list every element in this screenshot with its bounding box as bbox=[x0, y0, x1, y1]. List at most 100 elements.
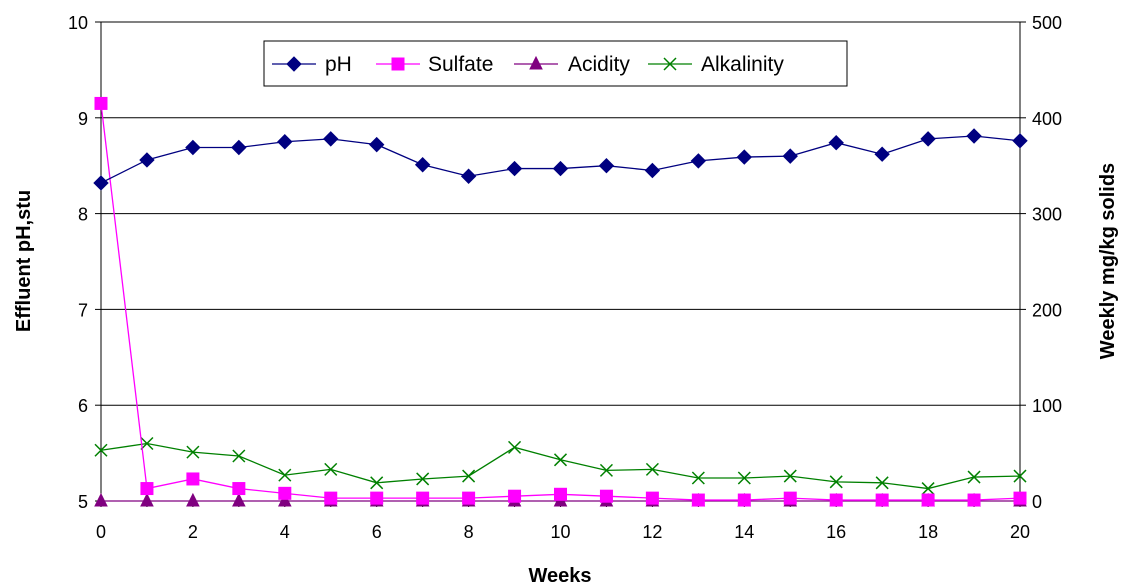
y-tick-label-right: 300 bbox=[1032, 205, 1062, 225]
x-tick-label: 16 bbox=[826, 522, 846, 542]
marker-stroke bbox=[94, 443, 108, 457]
data-point-sulfate bbox=[508, 489, 522, 503]
data-point-alkalinity bbox=[967, 470, 981, 484]
legend-label-alkalinity: Alkalinity bbox=[701, 53, 784, 76]
marker-stroke bbox=[829, 475, 843, 489]
y-tick-label-right: 100 bbox=[1032, 396, 1062, 416]
data-point-sulfate bbox=[645, 491, 659, 505]
marker-stroke bbox=[691, 471, 705, 485]
legend-marker-ph bbox=[286, 56, 302, 72]
data-point-alkalinity bbox=[737, 471, 751, 485]
x-tick-label: 6 bbox=[372, 522, 382, 542]
y-tick-label-right: 500 bbox=[1032, 13, 1062, 33]
y-tick-label-left: 7 bbox=[78, 300, 88, 320]
data-point-acidity bbox=[94, 492, 108, 507]
series-ph bbox=[93, 128, 1028, 191]
y-tick-label-left: 9 bbox=[78, 109, 88, 129]
data-point-alkalinity bbox=[553, 453, 568, 467]
data-point-alkalinity bbox=[186, 445, 200, 459]
data-point-sulfate bbox=[554, 487, 567, 501]
marker-stroke bbox=[663, 57, 677, 71]
marker-stroke bbox=[508, 440, 522, 454]
data-point-alkalinity bbox=[140, 436, 154, 451]
data-point-acidity bbox=[186, 492, 200, 507]
x-tick-label: 2 bbox=[188, 522, 198, 542]
marker-stroke bbox=[416, 472, 430, 486]
x-tick-label: 14 bbox=[734, 522, 754, 542]
legend-item-alkalinity: Alkalinity bbox=[648, 53, 784, 76]
marker-stroke bbox=[875, 476, 889, 490]
data-point-sulfate bbox=[783, 491, 797, 505]
data-point-ph bbox=[552, 160, 569, 177]
data-point-alkalinity bbox=[94, 443, 108, 457]
legend: pH Sulfate Acidity Alkalinity bbox=[263, 40, 848, 87]
data-point-ph bbox=[782, 148, 798, 164]
data-point-alkalinity bbox=[645, 462, 659, 476]
y-axis-title-left: Effluent pH,stu bbox=[13, 190, 35, 332]
marker-stroke bbox=[599, 463, 613, 477]
data-point-acidity bbox=[277, 492, 292, 507]
legend-item-acidity: Acidity bbox=[514, 53, 630, 76]
marker-stroke bbox=[645, 462, 659, 476]
marker-stroke bbox=[967, 470, 981, 484]
data-point-alkalinity bbox=[232, 449, 246, 463]
data-point-ph bbox=[231, 139, 247, 156]
data-point-alkalinity bbox=[875, 476, 889, 490]
marker-stroke bbox=[462, 469, 476, 483]
marker-stroke bbox=[232, 449, 246, 463]
x-tick-label: 8 bbox=[464, 522, 474, 542]
data-point-acidity bbox=[232, 492, 246, 507]
data-point-ph bbox=[460, 168, 477, 184]
data-point-alkalinity bbox=[416, 472, 430, 486]
data-point-sulfate bbox=[140, 482, 154, 496]
y-tick-label-right: 0 bbox=[1032, 492, 1042, 512]
marker-stroke bbox=[783, 469, 797, 483]
legend-label-ph: pH bbox=[325, 53, 352, 76]
data-point-sulfate bbox=[94, 96, 108, 110]
x-tick-label: 20 bbox=[1010, 522, 1030, 542]
data-point-sulfate bbox=[278, 486, 292, 500]
data-point-sulfate bbox=[186, 472, 200, 486]
data-point-ph bbox=[368, 136, 385, 153]
data-point-ph bbox=[644, 162, 661, 179]
legend-label-sulfate: Sulfate bbox=[428, 53, 493, 76]
data-point-ph bbox=[1012, 133, 1028, 149]
data-point-sulfate bbox=[1013, 491, 1027, 505]
data-point-ph bbox=[874, 146, 890, 162]
marker-stroke bbox=[278, 468, 292, 482]
plot-area bbox=[101, 22, 1020, 501]
gridlines bbox=[101, 21, 1020, 406]
data-point-ph bbox=[506, 160, 523, 177]
data-point-sulfate bbox=[829, 493, 843, 507]
x-tick-label: 18 bbox=[918, 522, 938, 542]
data-point-ph bbox=[414, 157, 431, 173]
legend-item-ph: pH bbox=[272, 53, 352, 76]
data-point-alkalinity bbox=[278, 468, 292, 482]
x-tick-label: 12 bbox=[642, 522, 662, 542]
data-point-alkalinity bbox=[921, 482, 935, 496]
x-tick-label: 4 bbox=[280, 522, 290, 542]
series-alkalinity bbox=[94, 436, 1027, 496]
data-point-alkalinity bbox=[599, 463, 613, 477]
series-layer bbox=[93, 96, 1028, 507]
legend-item-sulfate: Sulfate bbox=[376, 53, 493, 76]
series-sulfate bbox=[94, 96, 1027, 507]
data-point-ph bbox=[139, 152, 155, 168]
data-point-sulfate bbox=[599, 489, 613, 503]
marker-stroke bbox=[1013, 469, 1027, 483]
data-point-sulfate bbox=[324, 491, 338, 505]
data-point-alkalinity bbox=[783, 469, 797, 483]
data-point-ph bbox=[966, 128, 982, 144]
marker-stroke bbox=[324, 462, 338, 476]
marker-stroke bbox=[370, 476, 384, 490]
data-point-sulfate bbox=[737, 493, 751, 507]
y-axis-title-right: Weekly mg/kg solids bbox=[1097, 163, 1119, 359]
data-point-alkalinity bbox=[1013, 469, 1027, 483]
legend-marker-acidity bbox=[529, 55, 543, 70]
x-tick-label: 10 bbox=[550, 522, 570, 542]
data-point-ph bbox=[920, 131, 936, 147]
data-point-alkalinity bbox=[370, 476, 384, 490]
data-point-sulfate bbox=[370, 491, 384, 505]
